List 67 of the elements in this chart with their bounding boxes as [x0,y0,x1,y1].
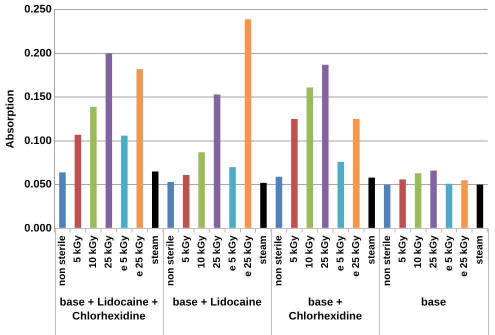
bar [368,178,375,228]
bar [198,152,205,228]
bar [74,134,82,228]
y-tick-label: 0.100 [24,134,52,147]
x-tick-label: 5 kGy [289,235,300,263]
x-tick-label: non sterile [165,235,176,286]
bar [430,170,437,228]
bar [59,172,66,228]
x-tick-label: steam [258,235,270,264]
x-tick-label: 25 kGy [212,235,223,268]
bar [167,182,174,228]
x-tick-label: e 5 kGy [336,235,347,272]
bar [384,184,390,228]
x-tick-label: 25 kGy [104,235,115,268]
x-tick-label: 25 kGy [320,235,332,268]
x-tick-label: e 25 kGy [350,235,362,277]
x-tick-label: steam [474,235,486,264]
bar [121,136,128,228]
text: base [421,296,446,309]
x-tick-label: 10 kGy [412,235,424,268]
x-tick-label: 10 kGy [196,235,208,268]
bar [306,88,314,228]
text: base + Lidocaine + Chlorhexidine [60,296,158,323]
x-tick-label: e 25 kGy [134,235,146,277]
bar [214,94,220,228]
bar [182,175,190,228]
bar [476,184,484,228]
bar [461,180,468,228]
y-tick-label: 0.200 [24,47,52,60]
bar [276,176,282,228]
bar [414,173,422,228]
bar [229,167,236,228]
x-tick-label: e 5 kGy [119,235,130,272]
x-tick-label: e 25 kGy [459,235,470,277]
text: base + Chlorhexidine [288,296,362,323]
x-tick-label: steam [366,235,378,264]
x-tick-label: e 25 kGy [242,235,254,277]
x-tick-label: non sterile [274,235,285,286]
text: base + Lidocaine [172,296,262,309]
bar [399,179,406,228]
bar [338,162,344,228]
x-tick-label: non sterile [382,235,393,286]
bar [90,106,97,228]
bar [244,19,252,228]
x-tick-label: e 5 kGy [227,235,238,272]
bar [136,69,144,228]
bar [352,119,360,228]
x-tick-label: e 5 kGy [444,235,455,272]
y-tick-label: 0.150 [24,91,52,104]
x-tick-label: 10 kGy [304,235,316,268]
bar [260,182,267,228]
bar [322,64,329,228]
bar [446,184,452,228]
x-tick-label: steam [150,235,161,264]
bar [152,172,158,228]
bar [291,119,298,228]
x-tick-label: 10 kGy [88,235,100,268]
x-tick-label: 5 kGy [180,235,192,263]
x-tick-label: 25 kGy [428,235,440,268]
y-tick-label: 0.250 [24,4,52,16]
y-axis-title: Absorption [4,89,17,148]
y-tick-label: 0.050 [24,178,52,191]
y-tick-label: 0.000 [24,222,52,234]
x-tick-label: 5 kGy [397,235,408,263]
bar [106,53,112,228]
x-tick-label: 5 kGy [72,235,84,263]
x-tick-label: non sterile [57,235,68,286]
